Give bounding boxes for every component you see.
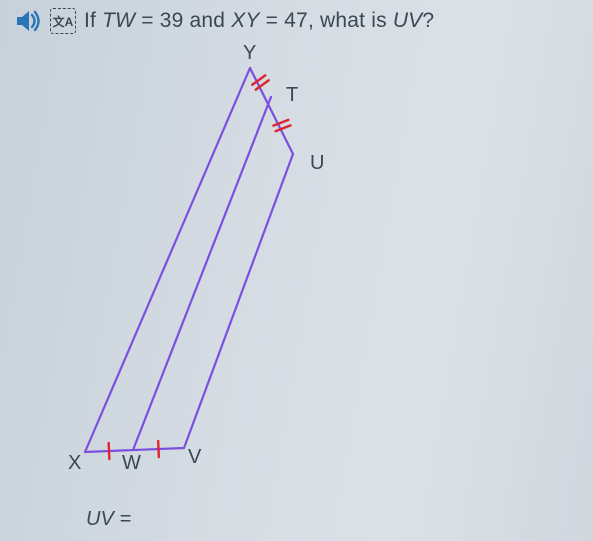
- geometry-svg: [50, 50, 400, 490]
- geometry-diagram: Y T U X W V: [50, 50, 400, 490]
- translate-icon[interactable]: 文A: [50, 8, 76, 34]
- label-Y: Y: [243, 42, 256, 65]
- question-text: If TW = 39 and XY = 47, what is UV?: [84, 9, 434, 33]
- answer-eq: =: [120, 508, 132, 531]
- label-X: X: [68, 452, 81, 475]
- question-header: 文A If TW = 39 and XY = 47, what is UV?: [14, 8, 583, 34]
- q-val2: 47: [284, 9, 308, 32]
- answer-row: UV =: [86, 508, 131, 531]
- q-var2: XY: [231, 9, 259, 32]
- q-var1: TW: [102, 9, 135, 32]
- label-W: W: [122, 452, 141, 475]
- q-suffix: , what is: [308, 9, 393, 32]
- audio-icon[interactable]: [14, 8, 42, 34]
- q-eq1: =: [135, 9, 160, 32]
- q-conj: and: [183, 9, 231, 32]
- q-prefix: If: [84, 9, 102, 32]
- q-eq2: =: [260, 9, 285, 32]
- q-qmark: ?: [422, 9, 434, 32]
- label-U: U: [310, 152, 324, 175]
- q-var3: UV: [393, 9, 423, 32]
- q-val1: 39: [160, 9, 184, 32]
- label-V: V: [188, 446, 201, 469]
- answer-lhs: UV: [86, 508, 114, 531]
- label-T: T: [286, 84, 298, 107]
